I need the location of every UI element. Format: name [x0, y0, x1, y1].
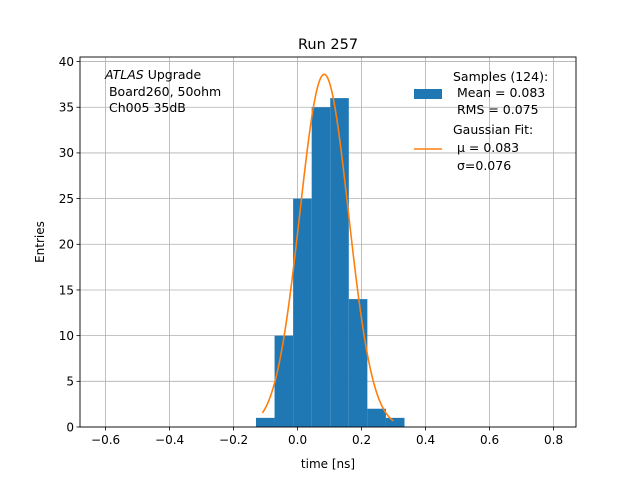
y-tick-label: 30	[59, 146, 74, 160]
histogram-bar	[311, 107, 331, 427]
y-tick-label: 15	[59, 283, 74, 297]
legend-hist-line-1: Samples (124):	[453, 69, 548, 84]
x-axis-ticks: −0.6 −0.4 −0.2 0.0 0.2 0.4 0.6 0.8	[91, 427, 563, 447]
histogram-bar	[274, 335, 294, 427]
x-tick-label: 0.2	[352, 433, 371, 447]
x-tick-label: 0.6	[480, 433, 499, 447]
annotation-line-1: ATLAS Upgrade	[104, 67, 201, 82]
y-axis-label: Entries	[33, 221, 47, 263]
annotation-line-2: Board260, 50ohm	[105, 84, 221, 99]
y-tick-label: 20	[59, 238, 74, 252]
legend-hist-line-2: Mean = 0.083	[453, 85, 545, 100]
plot-frame	[79, 56, 577, 428]
histogram-bar	[330, 98, 349, 427]
histogram-bars	[256, 98, 405, 427]
x-tick-label: −0.6	[91, 433, 120, 447]
legend-fit-line-3: σ=0.076	[453, 158, 511, 173]
histogram-bar	[367, 408, 386, 427]
annotation-atlas: ATLAS	[104, 67, 144, 82]
x-tick-label: 0.8	[544, 433, 563, 447]
annotation-line-3: Ch005 35dB	[105, 100, 186, 115]
x-tick-label: −0.2	[219, 433, 248, 447]
legend-fit-line-2: μ = 0.083	[453, 140, 519, 155]
histogram-bar	[256, 417, 275, 427]
legend: Samples (124): Mean = 0.083 RMS = 0.075 …	[414, 69, 548, 173]
atlas-annotation: ATLAS Upgrade Board260, 50ohm Ch005 35dB	[104, 67, 221, 115]
legend-hist-line-3: RMS = 0.075	[453, 102, 539, 117]
x-tick-label: 0.0	[288, 433, 307, 447]
y-axis-ticks: 0 5 10 15 20 25 30 35 40	[59, 55, 80, 434]
x-tick-label: −0.4	[155, 433, 184, 447]
legend-histogram-swatch	[414, 89, 442, 99]
gaussian-fit-line	[261, 73, 395, 422]
x-axis-label: time [ns]	[301, 457, 355, 471]
legend-fit-line-1: Gaussian Fit:	[453, 122, 533, 137]
y-tick-label: 35	[59, 101, 74, 115]
histogram-bar	[293, 198, 312, 427]
y-tick-label: 5	[66, 375, 74, 389]
histogram-bar	[385, 417, 405, 427]
y-tick-label: 40	[59, 55, 74, 69]
chart-title: Run 257	[298, 37, 358, 53]
histogram-bar	[348, 299, 368, 427]
x-tick-label: 0.4	[416, 433, 435, 447]
y-tick-label: 0	[66, 420, 74, 434]
annotation-upgrade: Upgrade	[144, 67, 202, 82]
y-tick-label: 25	[59, 192, 74, 206]
y-tick-label: 10	[59, 329, 74, 343]
